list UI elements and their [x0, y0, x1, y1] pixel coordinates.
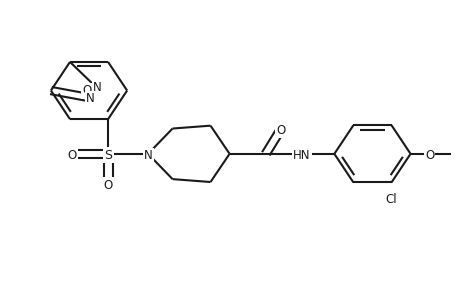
Text: Cl: Cl: [385, 193, 397, 206]
Text: O: O: [67, 149, 76, 162]
Text: O: O: [424, 149, 433, 162]
Text: N: N: [93, 82, 101, 94]
Text: S: S: [104, 149, 112, 162]
Text: O: O: [103, 178, 112, 192]
Text: O: O: [82, 85, 91, 98]
Text: N: N: [143, 149, 152, 162]
Text: N: N: [85, 92, 94, 105]
Text: HN: HN: [292, 149, 310, 162]
Text: O: O: [276, 124, 285, 137]
